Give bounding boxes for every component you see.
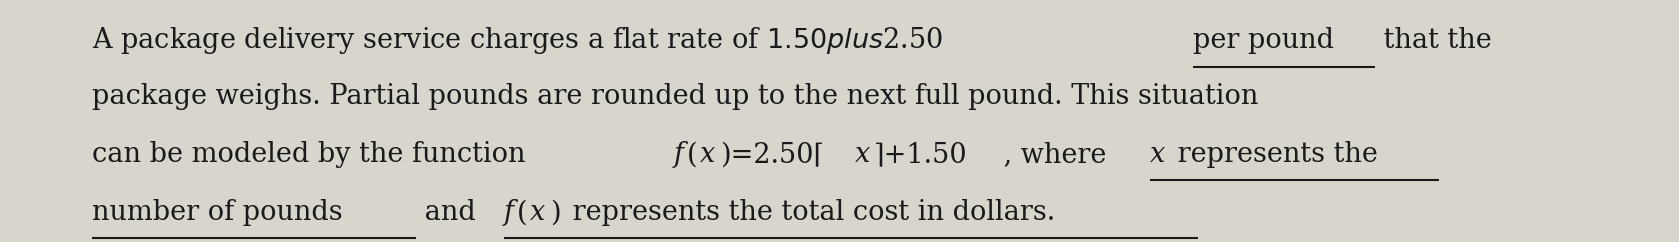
Text: x: x <box>700 141 715 168</box>
Text: ): ) <box>551 199 561 226</box>
Text: per pound: per pound <box>1194 27 1335 54</box>
Text: )=2.50⌈: )=2.50⌈ <box>720 141 824 168</box>
Text: x: x <box>531 199 546 226</box>
Text: can be modeled by the function: can be modeled by the function <box>92 141 542 168</box>
Text: ⌉+1.50: ⌉+1.50 <box>875 141 967 168</box>
Text: (: ( <box>687 141 697 168</box>
Text: and: and <box>416 199 484 226</box>
Text: package weighs. Partial pounds are rounded up to the next full pound. This situa: package weighs. Partial pounds are round… <box>92 83 1259 110</box>
Text: x: x <box>855 141 870 168</box>
Text: represents the total cost in dollars.: represents the total cost in dollars. <box>564 199 1054 226</box>
Text: that the: that the <box>1375 27 1493 54</box>
Text: number of pounds: number of pounds <box>92 199 343 226</box>
Text: A package delivery service charges a flat rate of $1.50 plus $2.50: A package delivery service charges a fla… <box>92 25 945 56</box>
Text: f: f <box>504 199 514 226</box>
Text: (: ( <box>517 199 527 226</box>
Text: , where: , where <box>996 141 1115 168</box>
Text: represents the: represents the <box>1170 141 1378 168</box>
Text: f: f <box>673 141 683 168</box>
Text: x: x <box>1150 141 1165 168</box>
